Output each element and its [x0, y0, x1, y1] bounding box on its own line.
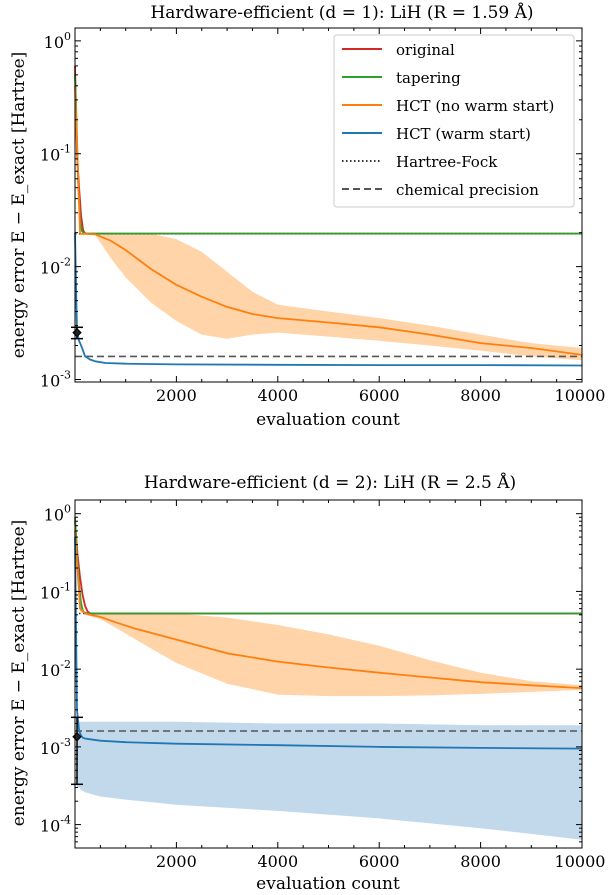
legend-label-hct-warm: HCT (warm start): [396, 125, 531, 143]
plot-frame: [74, 499, 583, 849]
y-tick-label: 100: [44, 503, 71, 525]
chart-panel-1: Hardware-efficient (d = 1): LiH (R = 1.5…: [9, 2, 605, 430]
legend: original tapering HCT (no warm start) HC…: [333, 34, 575, 208]
plot-frame: [74, 27, 583, 383]
legend-label-original: original: [396, 41, 455, 59]
band-hct-no-warm: [75, 530, 582, 697]
start-point-marker: [72, 327, 82, 338]
y-tick-label: 100: [44, 30, 71, 52]
x-tick-label: 8000: [460, 386, 501, 405]
x-axis-label: evaluation count: [256, 874, 400, 894]
line-original: [74, 521, 582, 615]
legend-label-tapering: tapering: [396, 69, 461, 87]
x-tick-label: 10000: [555, 386, 606, 405]
legend-label-hartree-fock: Hartree-Fock: [396, 153, 498, 171]
y-tick-label: 10-3: [40, 736, 71, 758]
x-tick-label: 8000: [460, 852, 501, 871]
start-markers: [71, 326, 83, 340]
x-tick-label: 6000: [359, 852, 400, 871]
chart-title: Hardware-efficient (d = 1): LiH (R = 1.5…: [150, 2, 533, 23]
y-tick-label: 10-1: [40, 143, 71, 165]
x-tick-label: 6000: [359, 386, 400, 405]
y-tick-label: 10-1: [40, 580, 71, 602]
x-tick-label: 4000: [257, 386, 298, 405]
chart-title: Hardware-efficient (d = 2): LiH (R = 2.5…: [144, 472, 516, 493]
y-tick-label: 10-4: [40, 814, 71, 836]
y-axis-label: energy error E − E_exact [Hartree]: [9, 52, 29, 359]
line-hct-no-warm: [74, 85, 583, 356]
x-tick-label: 10000: [555, 852, 606, 871]
axis-ticks: 2000 4000 6000 8000 10000 100 10-1 10-2 10-3 10-4: [40, 500, 606, 871]
x-axis-label: evaluation count: [256, 410, 400, 430]
y-axis-label: energy error E − E_exact [Hartree]: [9, 520, 29, 827]
x-tick-label: 4000: [257, 852, 298, 871]
band-hct-no-warm: [75, 85, 582, 361]
chart-panel-2: Hardware-efficient (d = 2): LiH (R = 2.5…: [9, 472, 605, 894]
y-tick-label: 10-3: [40, 368, 71, 390]
legend-label-hct-no-warm: HCT (no warm start): [396, 97, 554, 115]
y-tick-label: 10-2: [40, 658, 71, 680]
x-tick-label: 2000: [156, 386, 197, 405]
line-hct-warm: [74, 537, 583, 750]
y-tick-label: 10-2: [40, 256, 71, 278]
data-lines: [74, 517, 583, 750]
band-hct-warm: [75, 537, 582, 840]
line-hct-warm: [74, 232, 583, 367]
line-tapering: [74, 517, 582, 615]
legend-box: [333, 34, 575, 208]
axis-ticks: 2000 4000 6000 8000 10000 100 10-1 10-2 10-3: [40, 28, 606, 405]
x-tick-label: 2000: [156, 852, 197, 871]
line-hct-no-warm: [74, 530, 583, 689]
legend-label-chem-precision: chemical precision: [396, 181, 539, 199]
uncertainty-bands: [75, 85, 582, 361]
uncertainty-bands: [75, 530, 582, 840]
